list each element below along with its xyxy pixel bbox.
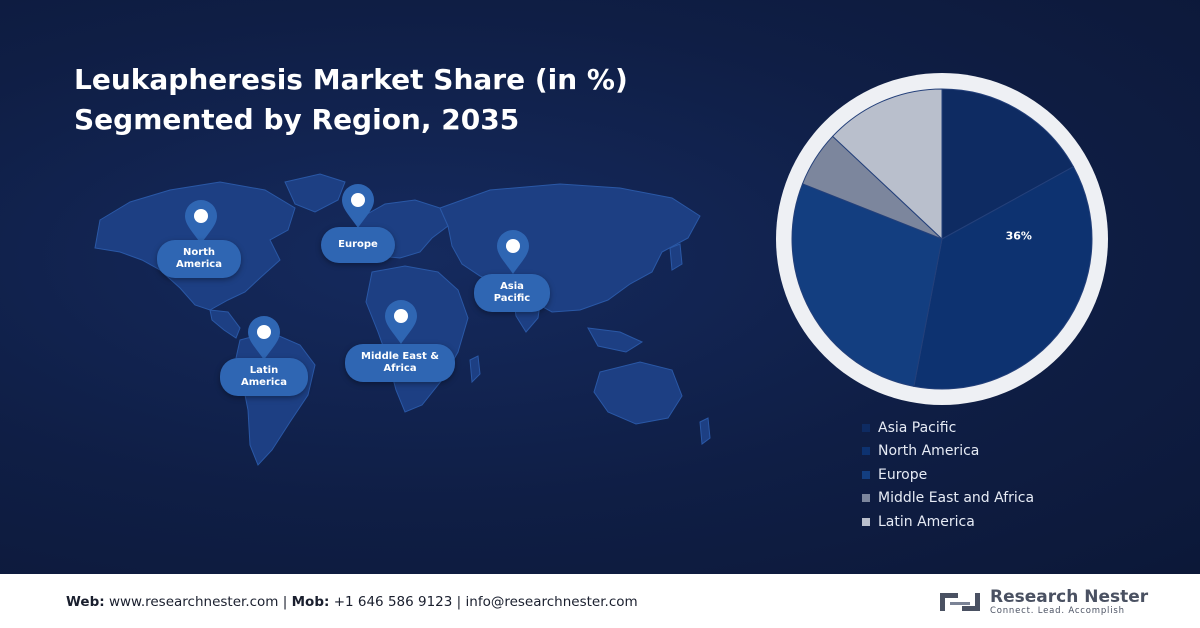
web-label: Web: bbox=[66, 594, 105, 610]
pie-chart-svg: 36% bbox=[776, 73, 1108, 405]
logo-mark-icon bbox=[940, 593, 980, 611]
research-nester-logo: Research Nester Connect. Lead. Accomplis… bbox=[936, 586, 1148, 618]
latin-america-pin-icon bbox=[246, 316, 282, 362]
legend-swatch bbox=[862, 517, 870, 526]
north-america-pin-icon bbox=[183, 200, 219, 246]
separator: | bbox=[282, 594, 288, 610]
north-america-label: North America bbox=[157, 240, 241, 278]
chart-legend: Asia Pacific North America Europe Middle Ea… bbox=[862, 416, 1034, 534]
logo-name: Research Nester bbox=[990, 587, 1149, 607]
pie-data-label: 36% bbox=[1006, 229, 1032, 242]
legend-swatch bbox=[862, 423, 870, 432]
email-link[interactable]: info@researchnester.com bbox=[465, 594, 638, 610]
footer-bar: Web: www.researchnester.com | Mob: +1 64… bbox=[0, 574, 1200, 628]
pie-chart: 36% bbox=[768, 73, 1116, 405]
mobile-label: Mob: bbox=[291, 594, 330, 610]
middle-east-africa-label: Middle East & Africa bbox=[345, 344, 455, 382]
legend-item: Latin America bbox=[862, 510, 1034, 534]
pie-slice-asia-pacific bbox=[941, 88, 1075, 240]
latin-america-label: Latin America bbox=[220, 358, 308, 396]
legend-swatch bbox=[862, 494, 870, 503]
europe-pin-icon bbox=[340, 184, 376, 230]
legend-swatch bbox=[862, 470, 870, 479]
mobile-number: +1 646 586 9123 bbox=[333, 594, 453, 610]
europe-label: Europe bbox=[321, 227, 395, 263]
pie-slice-north-america bbox=[913, 166, 1093, 390]
legend-item: Asia Pacific bbox=[862, 416, 1034, 440]
legend-item: Europe bbox=[862, 463, 1034, 487]
chart-title: Leukapheresis Market Share (in %) Segmen… bbox=[74, 60, 628, 140]
infographic-panel: Leukapheresis Market Share (in %) Segmen… bbox=[0, 0, 1200, 574]
asia-pacific-pin-icon bbox=[495, 230, 531, 276]
legend-item: North America bbox=[862, 440, 1034, 464]
legend-item: Middle East and Africa bbox=[862, 487, 1034, 511]
legend-label: Asia Pacific bbox=[878, 419, 957, 436]
separator: | bbox=[456, 594, 462, 610]
legend-label: Latin America bbox=[878, 513, 975, 530]
web-link[interactable]: www.researchnester.com bbox=[108, 594, 279, 610]
legend-swatch bbox=[862, 447, 870, 456]
pie-slice-europe bbox=[791, 183, 943, 387]
title-line-2: Segmented by Region, 2035 bbox=[74, 103, 520, 136]
middle-east-africa-pin-icon bbox=[383, 300, 419, 346]
logo-tagline: Connect. Lead. Accomplish bbox=[990, 606, 1125, 616]
pie-slice-latin-america bbox=[831, 88, 943, 241]
title-line-1: Leukapheresis Market Share (in %) bbox=[74, 63, 628, 96]
legend-label: Middle East and Africa bbox=[878, 490, 1035, 507]
legend-label: North America bbox=[878, 443, 980, 460]
asia-pacific-label: Asia Pacific bbox=[474, 274, 550, 312]
legend-label: Europe bbox=[878, 466, 928, 483]
contact-info: Web: www.researchnester.com | Mob: +1 64… bbox=[66, 594, 638, 610]
